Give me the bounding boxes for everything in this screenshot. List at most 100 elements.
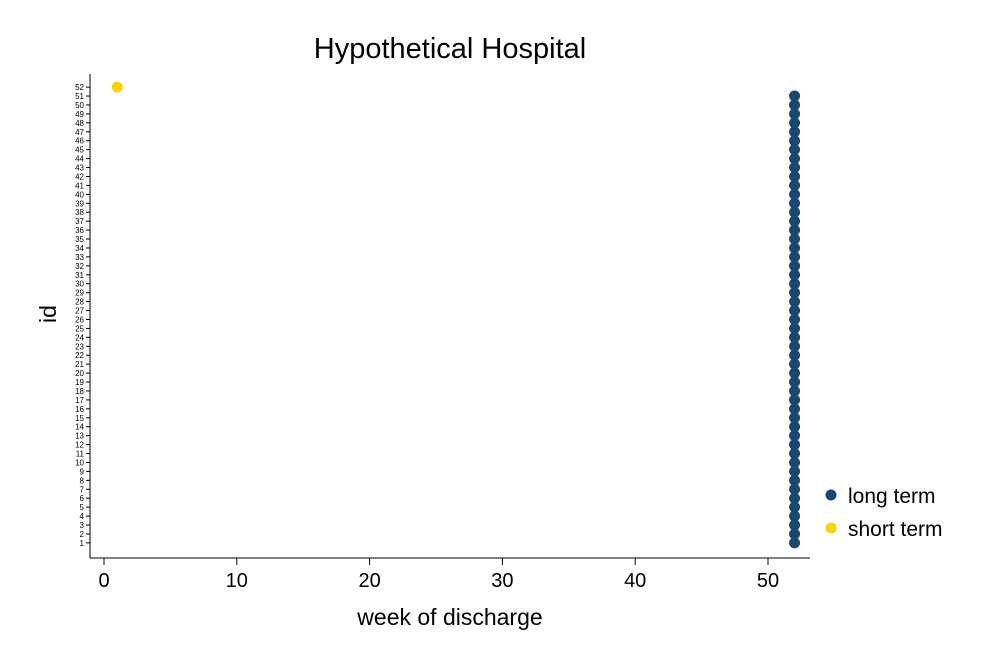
point-long-term xyxy=(789,430,801,442)
y-tick-label: 13 xyxy=(75,432,84,441)
y-tick-label: 28 xyxy=(75,298,84,307)
y-tick-label: 38 xyxy=(75,208,84,217)
y-tick-label: 11 xyxy=(76,450,85,459)
point-long-term xyxy=(789,135,801,147)
y-tick-label: 50 xyxy=(75,101,84,110)
point-long-term xyxy=(789,287,801,299)
y-tick-label: 10 xyxy=(75,458,84,467)
point-long-term xyxy=(789,501,801,513)
point-long-term xyxy=(789,465,801,477)
point-long-term xyxy=(789,537,801,549)
y-tick-label: 42 xyxy=(75,172,84,181)
point-long-term xyxy=(789,153,801,165)
y-tick-label: 22 xyxy=(75,351,84,360)
x-tick-label: 0 xyxy=(98,570,109,592)
y-tick-label: 39 xyxy=(75,199,84,208)
point-long-term xyxy=(789,421,801,433)
legend: long term short term xyxy=(825,485,943,541)
y-tick-label: 7 xyxy=(80,485,85,494)
point-long-term xyxy=(789,117,801,129)
y-tick-label: 34 xyxy=(75,244,84,253)
y-tick-label: 29 xyxy=(75,289,84,298)
point-short-term xyxy=(111,81,123,93)
point-long-term xyxy=(789,206,801,218)
point-long-term xyxy=(789,170,801,182)
y-tick-label: 26 xyxy=(75,315,84,324)
legend-marker-short-term xyxy=(825,522,837,534)
axes xyxy=(89,74,810,559)
y-tick-label: 20 xyxy=(75,369,84,378)
point-long-term xyxy=(789,367,801,379)
y-tick-label: 32 xyxy=(75,262,84,271)
y-tick-label: 51 xyxy=(75,92,84,101)
y-tick-label: 40 xyxy=(75,190,84,199)
point-long-term xyxy=(789,269,801,281)
point-long-term xyxy=(789,179,801,191)
y-tick-label: 16 xyxy=(75,405,84,414)
point-long-term xyxy=(789,456,801,468)
point-long-term xyxy=(789,251,801,263)
y-tick-label: 2 xyxy=(80,530,85,539)
y-tick-label: 12 xyxy=(75,441,84,450)
y-tick-label: 19 xyxy=(75,378,84,387)
point-long-term xyxy=(789,483,801,495)
y-tick-label: 41 xyxy=(75,181,84,190)
y-axis-label: id xyxy=(35,305,61,323)
y-tick-label: 18 xyxy=(75,387,84,396)
y-tick-label: 46 xyxy=(75,137,84,146)
point-long-term xyxy=(789,99,801,111)
y-tick-label: 36 xyxy=(75,226,84,235)
y-tick-label: 49 xyxy=(75,110,84,119)
point-long-term xyxy=(789,313,801,325)
point-long-term xyxy=(789,296,801,308)
y-tick-label: 45 xyxy=(75,146,84,155)
point-long-term xyxy=(789,358,801,370)
point-long-term xyxy=(789,528,801,540)
point-long-term xyxy=(789,510,801,522)
point-long-term xyxy=(789,439,801,451)
point-long-term xyxy=(789,260,801,272)
point-long-term xyxy=(789,215,801,227)
y-tick-label: 8 xyxy=(80,476,85,485)
y-tick-label: 9 xyxy=(80,467,85,476)
y-tick-label: 24 xyxy=(75,333,84,342)
point-long-term xyxy=(789,448,801,460)
data-points xyxy=(111,81,801,549)
point-long-term xyxy=(789,144,801,156)
point-long-term xyxy=(789,305,801,317)
x-tick-label: 30 xyxy=(491,570,513,592)
y-tick-label: 35 xyxy=(75,235,84,244)
point-long-term xyxy=(789,188,801,200)
y-tick-label: 17 xyxy=(75,396,84,405)
x-tick-label: 10 xyxy=(226,570,248,592)
point-long-term xyxy=(789,242,801,254)
y-ticks: 1234567891011121314151617181920212223242… xyxy=(75,83,90,548)
point-long-term xyxy=(789,233,801,245)
y-tick-label: 1 xyxy=(80,539,85,548)
x-tick-label: 50 xyxy=(757,570,779,592)
y-tick-label: 52 xyxy=(75,83,84,92)
point-long-term xyxy=(789,197,801,209)
point-long-term xyxy=(789,385,801,397)
legend-marker-long-term xyxy=(825,489,837,501)
point-long-term xyxy=(789,162,801,174)
point-long-term xyxy=(789,224,801,236)
y-tick-label: 23 xyxy=(75,342,84,351)
y-tick-label: 31 xyxy=(75,271,84,280)
legend-label-long-term: long term xyxy=(848,485,936,508)
point-long-term xyxy=(789,340,801,352)
point-long-term xyxy=(789,403,801,415)
point-long-term xyxy=(789,394,801,406)
y-tick-label: 3 xyxy=(80,521,85,530)
point-long-term xyxy=(789,492,801,504)
y-tick-label: 43 xyxy=(75,164,84,173)
y-tick-label: 48 xyxy=(75,119,84,128)
point-long-term xyxy=(789,519,801,531)
point-long-term xyxy=(789,90,801,102)
x-ticks: 0 10 20 30 40 50 xyxy=(98,558,779,592)
y-tick-label: 33 xyxy=(75,253,84,262)
x-tick-label: 40 xyxy=(624,570,646,592)
x-axis-label: week of discharge xyxy=(356,604,542,630)
y-tick-label: 14 xyxy=(75,423,84,432)
